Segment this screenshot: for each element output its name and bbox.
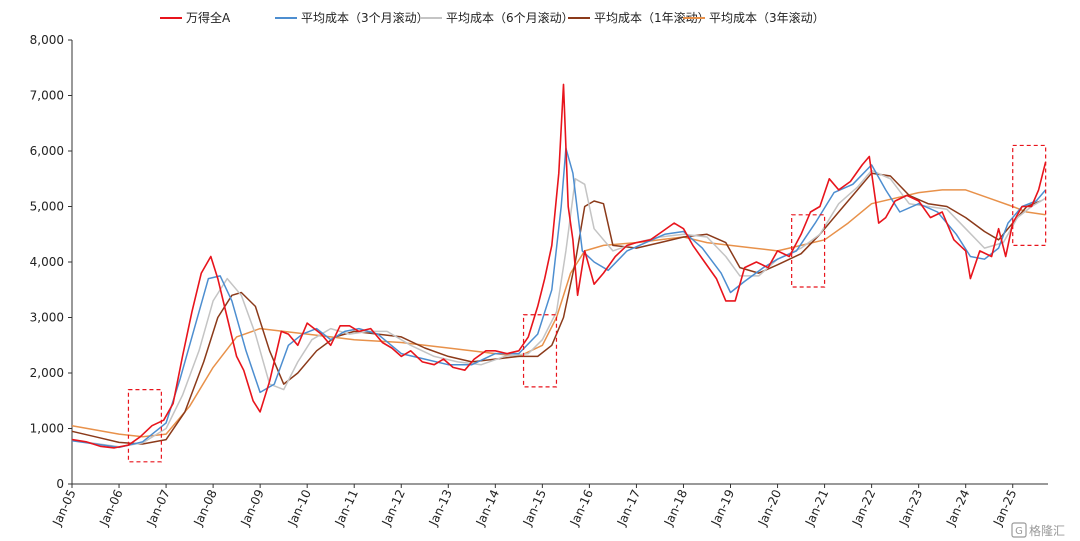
series-lines — [71, 83, 1047, 449]
x-tick-label: Jan-09 — [238, 487, 267, 528]
y-tick-label: 7,000 — [30, 89, 64, 103]
x-tick-label: Jan-10 — [285, 487, 314, 528]
x-tick-label: Jan-11 — [332, 487, 361, 528]
series-line-1 — [71, 147, 1047, 449]
y-axis: 0 1,000 2,000 3,000 4,000 5,000 6,000 7,000 8,00… — [30, 33, 73, 491]
x-axis: Jan-05 Jan-06 Jan-07 Jan-08 Jan-09 Jan-10 Jan-… — [50, 483, 1048, 529]
x-tick-label: Jan-08 — [191, 487, 220, 528]
x-tick-label: Jan-05 — [50, 487, 79, 528]
y-tick-label: 6,000 — [30, 144, 64, 158]
legend-label-0: 万得全A — [186, 10, 231, 25]
series-line-0 — [71, 83, 1047, 449]
x-tick-label: Jan-12 — [379, 487, 408, 528]
x-tick-label: Jan-24 — [943, 487, 972, 528]
x-tick-label: Jan-15 — [520, 487, 549, 528]
legend-label-1: 平均成本（3个月滚动） — [301, 10, 429, 25]
x-tick-label: Jan-20 — [755, 487, 784, 528]
x-tick-label: Jan-19 — [708, 487, 737, 528]
highlight-box-2 — [791, 214, 826, 288]
y-tick-label: 8,000 — [30, 33, 64, 47]
legend-label-3: 平均成本（1年滚动） — [594, 10, 710, 25]
chart-legend: 万得全A 平均成本（3个月滚动） 平均成本（6个月滚动） 平均成本（1年滚动） 平均成本… — [160, 10, 825, 25]
y-tick-label: 5,000 — [30, 200, 64, 214]
series-line-2 — [71, 169, 1046, 448]
x-tick-label: Jan-18 — [661, 487, 690, 528]
y-tick-label: 2,000 — [30, 366, 64, 380]
y-tick-label: 0 — [56, 477, 64, 491]
x-tick-label: Jan-13 — [426, 487, 455, 528]
highlight-box-0 — [127, 389, 162, 463]
x-tick-label: Jan-06 — [97, 487, 126, 528]
legend-label-2: 平均成本（6个月滚动） — [446, 10, 574, 25]
x-tick-label: Jan-21 — [802, 487, 831, 528]
x-tick-label: Jan-07 — [144, 487, 173, 528]
highlight-box-1 — [522, 314, 558, 388]
watermark-text: 格隆汇 — [1029, 523, 1065, 538]
x-tick-label: Jan-22 — [849, 487, 878, 528]
x-tick-label: Jan-16 — [567, 487, 596, 528]
x-tick-label: Jan-23 — [896, 487, 925, 528]
legend-label-4: 平均成本（3年滚动） — [709, 10, 825, 25]
y-tick-label: 3,000 — [30, 311, 64, 325]
watermark-logo-glyph: G — [1015, 526, 1023, 537]
annotation-boxes — [127, 144, 1047, 463]
y-tick-label: 4,000 — [30, 255, 64, 269]
watermark: G 格隆汇 — [1011, 522, 1065, 538]
x-tick-label: Jan-17 — [614, 487, 643, 528]
highlight-box-3 — [1012, 144, 1047, 246]
y-tick-label: 1,000 — [30, 422, 64, 436]
x-tick-label: Jan-14 — [473, 487, 502, 528]
watermark-logo-icon — [1011, 522, 1027, 538]
